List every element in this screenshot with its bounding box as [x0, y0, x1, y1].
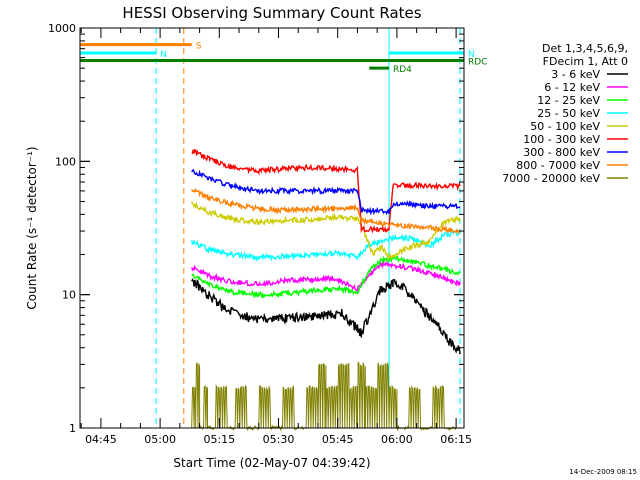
legend-label: 12 - 25 keV — [537, 94, 600, 107]
x-tick-label: 05:45 — [322, 433, 354, 446]
legend-label: 800 - 7000 keV — [516, 159, 600, 172]
series-line — [191, 230, 461, 262]
legend-header: Det 1,3,4,5,6,9, — [542, 42, 628, 55]
footer-timestamp: 14-Dec-2009 08:15 — [569, 468, 637, 476]
legend-header: FDecim 1, Att 0 — [543, 55, 628, 68]
x-tick-label: 06:00 — [381, 433, 413, 446]
chart-title: HESSI Observing Summary Count Rates — [122, 4, 421, 22]
legend: Det 1,3,4,5,6,9,FDecim 1, Att 03 - 6 keV… — [502, 42, 628, 185]
flag-label: RD4 — [393, 65, 412, 75]
series-line — [191, 187, 461, 235]
x-tick-label: 05:15 — [203, 433, 235, 446]
legend-label: 7000 - 20000 keV — [502, 172, 600, 185]
y-axis-label: Count Rate (s⁻¹ detector⁻¹) — [25, 146, 39, 309]
series-line — [191, 278, 461, 355]
series-line — [191, 168, 461, 216]
legend-label: 3 - 6 keV — [551, 68, 600, 81]
x-axis: 04:45 05:00 05:15 05:30 05:45 06:00 06:15 — [80, 28, 472, 446]
series-line — [191, 255, 461, 300]
x-tick-label: 04:45 — [85, 433, 117, 446]
series-line — [191, 201, 461, 262]
plot-frame — [79, 27, 465, 429]
y-tick-label: 1000 — [48, 22, 76, 35]
legend-label: 25 - 50 keV — [537, 107, 600, 120]
y-axis: 1 10 100 1000 — [48, 22, 464, 435]
x-axis-label: Start Time (02-May-07 04:39:42) — [173, 456, 370, 470]
y-tick-label: 10 — [62, 289, 76, 302]
legend-label: 6 - 12 keV — [544, 81, 600, 94]
series-line — [191, 259, 461, 292]
y-tick-label: 100 — [55, 155, 76, 168]
legend-label: 100 - 300 keV — [523, 133, 600, 146]
flag-label: N — [468, 50, 475, 60]
x-tick-label: 05:00 — [144, 433, 176, 446]
legend-label: 300 - 800 keV — [523, 146, 600, 159]
series-line — [191, 361, 457, 432]
x-tick-label: 06:15 — [440, 433, 472, 446]
series-line — [191, 148, 461, 234]
series-layer — [191, 148, 461, 432]
flag-label: S — [196, 42, 202, 52]
flag-label: N — [160, 50, 167, 60]
y-tick-label: 1 — [69, 422, 76, 435]
x-tick-label: 05:30 — [263, 433, 295, 446]
legend-label: 50 - 100 keV — [530, 120, 600, 133]
flag-label: RDC — [468, 58, 487, 68]
